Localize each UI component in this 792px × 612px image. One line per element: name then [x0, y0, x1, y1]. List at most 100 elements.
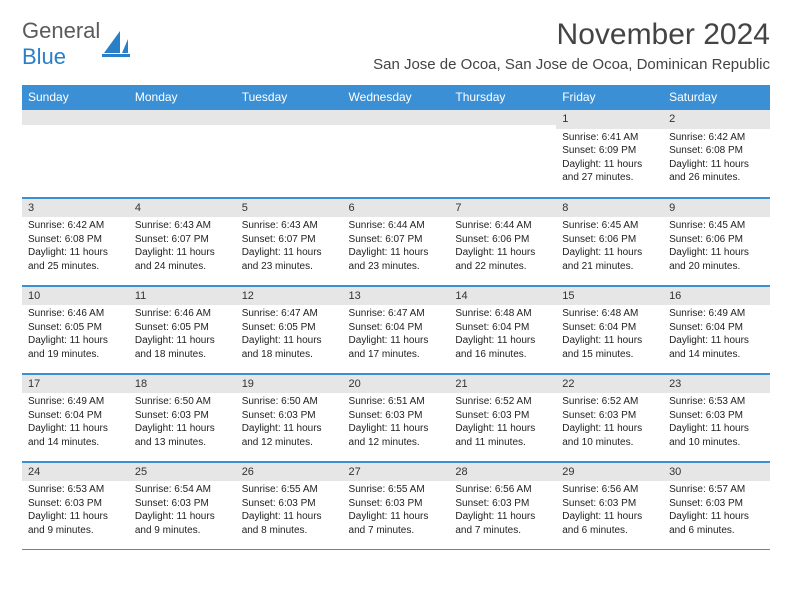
sunset-text: Sunset: 6:05 PM [242, 321, 337, 335]
calendar-day-cell: 18Sunrise: 6:50 AMSunset: 6:03 PMDayligh… [129, 373, 236, 461]
day-number [129, 109, 236, 125]
calendar-day-cell [129, 109, 236, 197]
day-number: 22 [556, 374, 663, 394]
sunset-text: Sunset: 6:03 PM [455, 497, 550, 511]
sunset-text: Sunset: 6:03 PM [242, 497, 337, 511]
sunset-text: Sunset: 6:03 PM [455, 409, 550, 423]
sunrise-text: Sunrise: 6:45 AM [562, 219, 657, 233]
calendar-day-cell: 30Sunrise: 6:57 AMSunset: 6:03 PMDayligh… [663, 461, 770, 549]
day-number: 2 [663, 109, 770, 129]
day-number: 14 [449, 286, 556, 306]
sunrise-text: Sunrise: 6:43 AM [135, 219, 230, 233]
day-content: Sunrise: 6:43 AMSunset: 6:07 PMDaylight:… [236, 217, 343, 277]
day-number: 19 [236, 374, 343, 394]
day-number: 30 [663, 462, 770, 482]
daylight-text: Daylight: 11 hours and 20 minutes. [669, 246, 764, 273]
logo-line1: General [22, 18, 100, 44]
sunset-text: Sunset: 6:06 PM [669, 233, 764, 247]
day-content: Sunrise: 6:46 AMSunset: 6:05 PMDaylight:… [22, 305, 129, 365]
sunrise-text: Sunrise: 6:51 AM [349, 395, 444, 409]
day-header: Sunday [22, 85, 129, 109]
sunset-text: Sunset: 6:05 PM [28, 321, 123, 335]
calendar-day-cell [343, 109, 450, 197]
calendar-day-cell: 22Sunrise: 6:52 AMSunset: 6:03 PMDayligh… [556, 373, 663, 461]
sunset-text: Sunset: 6:04 PM [669, 321, 764, 335]
day-content: Sunrise: 6:47 AMSunset: 6:05 PMDaylight:… [236, 305, 343, 365]
sunset-text: Sunset: 6:03 PM [349, 409, 444, 423]
day-number [449, 109, 556, 125]
day-number [343, 109, 450, 125]
calendar-day-cell: 8Sunrise: 6:45 AMSunset: 6:06 PMDaylight… [556, 197, 663, 285]
daylight-text: Daylight: 11 hours and 13 minutes. [135, 422, 230, 449]
daylight-text: Daylight: 11 hours and 12 minutes. [242, 422, 337, 449]
sunrise-text: Sunrise: 6:42 AM [669, 131, 764, 145]
calendar-week-row: 17Sunrise: 6:49 AMSunset: 6:04 PMDayligh… [22, 373, 770, 461]
day-number: 3 [22, 198, 129, 218]
daylight-text: Daylight: 11 hours and 6 minutes. [669, 510, 764, 537]
calendar-day-cell: 11Sunrise: 6:46 AMSunset: 6:05 PMDayligh… [129, 285, 236, 373]
calendar-day-cell [22, 109, 129, 197]
day-number: 8 [556, 198, 663, 218]
day-number: 12 [236, 286, 343, 306]
calendar-body: 1Sunrise: 6:41 AMSunset: 6:09 PMDaylight… [22, 109, 770, 549]
day-number: 6 [343, 198, 450, 218]
calendar-week-row: 10Sunrise: 6:46 AMSunset: 6:05 PMDayligh… [22, 285, 770, 373]
day-number: 28 [449, 462, 556, 482]
sunrise-text: Sunrise: 6:55 AM [242, 483, 337, 497]
sunrise-text: Sunrise: 6:49 AM [669, 307, 764, 321]
sunset-text: Sunset: 6:04 PM [562, 321, 657, 335]
day-number: 29 [556, 462, 663, 482]
sunset-text: Sunset: 6:09 PM [562, 144, 657, 158]
calendar-day-cell: 26Sunrise: 6:55 AMSunset: 6:03 PMDayligh… [236, 461, 343, 549]
day-content: Sunrise: 6:54 AMSunset: 6:03 PMDaylight:… [129, 481, 236, 541]
calendar-week-row: 1Sunrise: 6:41 AMSunset: 6:09 PMDaylight… [22, 109, 770, 197]
daylight-text: Daylight: 11 hours and 26 minutes. [669, 158, 764, 185]
day-content: Sunrise: 6:55 AMSunset: 6:03 PMDaylight:… [236, 481, 343, 541]
day-number [236, 109, 343, 125]
sunset-text: Sunset: 6:04 PM [28, 409, 123, 423]
daylight-text: Daylight: 11 hours and 10 minutes. [562, 422, 657, 449]
sunset-text: Sunset: 6:05 PM [135, 321, 230, 335]
sunrise-text: Sunrise: 6:48 AM [562, 307, 657, 321]
day-content: Sunrise: 6:52 AMSunset: 6:03 PMDaylight:… [556, 393, 663, 453]
day-content: Sunrise: 6:42 AMSunset: 6:08 PMDaylight:… [22, 217, 129, 277]
day-content: Sunrise: 6:56 AMSunset: 6:03 PMDaylight:… [556, 481, 663, 541]
day-content: Sunrise: 6:45 AMSunset: 6:06 PMDaylight:… [556, 217, 663, 277]
sunset-text: Sunset: 6:03 PM [669, 409, 764, 423]
day-content: Sunrise: 6:48 AMSunset: 6:04 PMDaylight:… [556, 305, 663, 365]
logo-line2: Blue [22, 44, 100, 70]
day-content: Sunrise: 6:46 AMSunset: 6:05 PMDaylight:… [129, 305, 236, 365]
calendar-day-cell [449, 109, 556, 197]
calendar-day-cell: 15Sunrise: 6:48 AMSunset: 6:04 PMDayligh… [556, 285, 663, 373]
calendar-day-cell: 14Sunrise: 6:48 AMSunset: 6:04 PMDayligh… [449, 285, 556, 373]
calendar-day-cell: 20Sunrise: 6:51 AMSunset: 6:03 PMDayligh… [343, 373, 450, 461]
day-number: 18 [129, 374, 236, 394]
day-content: Sunrise: 6:43 AMSunset: 6:07 PMDaylight:… [129, 217, 236, 277]
daylight-text: Daylight: 11 hours and 23 minutes. [349, 246, 444, 273]
calendar-day-cell: 10Sunrise: 6:46 AMSunset: 6:05 PMDayligh… [22, 285, 129, 373]
sunset-text: Sunset: 6:03 PM [135, 497, 230, 511]
calendar-day-cell: 7Sunrise: 6:44 AMSunset: 6:06 PMDaylight… [449, 197, 556, 285]
logo-sail-icon [102, 29, 130, 59]
daylight-text: Daylight: 11 hours and 11 minutes. [455, 422, 550, 449]
day-number [22, 109, 129, 125]
day-number: 25 [129, 462, 236, 482]
sunset-text: Sunset: 6:03 PM [242, 409, 337, 423]
day-header: Friday [556, 85, 663, 109]
calendar-day-cell: 27Sunrise: 6:55 AMSunset: 6:03 PMDayligh… [343, 461, 450, 549]
sunrise-text: Sunrise: 6:48 AM [455, 307, 550, 321]
calendar-week-row: 3Sunrise: 6:42 AMSunset: 6:08 PMDaylight… [22, 197, 770, 285]
day-content: Sunrise: 6:55 AMSunset: 6:03 PMDaylight:… [343, 481, 450, 541]
calendar-day-cell: 2Sunrise: 6:42 AMSunset: 6:08 PMDaylight… [663, 109, 770, 197]
day-number: 27 [343, 462, 450, 482]
day-number: 16 [663, 286, 770, 306]
sunset-text: Sunset: 6:07 PM [135, 233, 230, 247]
calendar-day-cell: 9Sunrise: 6:45 AMSunset: 6:06 PMDaylight… [663, 197, 770, 285]
sunset-text: Sunset: 6:03 PM [562, 409, 657, 423]
day-content: Sunrise: 6:49 AMSunset: 6:04 PMDaylight:… [22, 393, 129, 453]
month-title: November 2024 [373, 18, 770, 52]
day-number: 21 [449, 374, 556, 394]
daylight-text: Daylight: 11 hours and 9 minutes. [135, 510, 230, 537]
sunrise-text: Sunrise: 6:49 AM [28, 395, 123, 409]
day-header: Saturday [663, 85, 770, 109]
